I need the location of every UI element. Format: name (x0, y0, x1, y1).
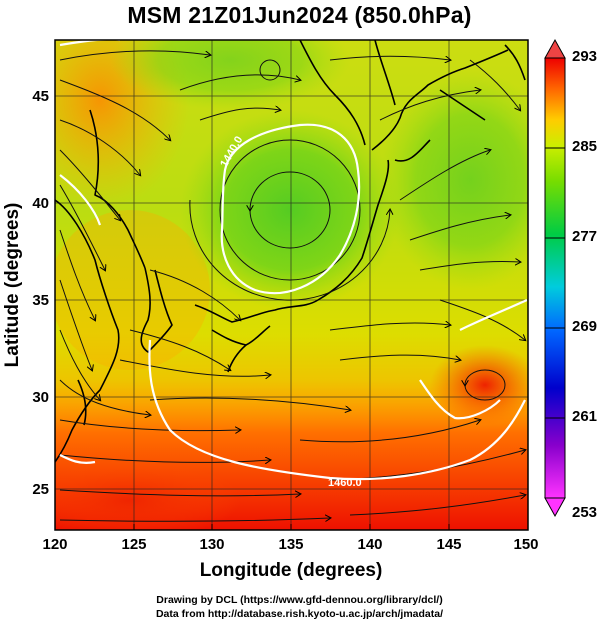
figure-title: MSM 21Z01Jun2024 (850.0hPa) (127, 2, 472, 28)
contour-label-1460: 1460.0 (328, 477, 362, 489)
y-tick-label: 35 (32, 292, 49, 309)
credit-drawing: Drawing by DCL (https://www.gfd-dennou.o… (156, 594, 443, 606)
coastlines (55, 40, 526, 463)
x-tick-label: 125 (121, 536, 146, 553)
contour-1440 (220, 123, 361, 295)
x-tick-label: 120 (42, 536, 67, 553)
contour-1440-north (59, 40, 120, 47)
colorbar-label: 261 (572, 408, 597, 425)
x-tick-marks (54, 524, 529, 530)
contour-1460-sw (59, 454, 96, 464)
x-axis-label: Longitude (degrees) (200, 560, 383, 581)
temperature-field (55, 40, 528, 530)
contour-1460 (148, 339, 526, 481)
colorbar-label: 285 (572, 138, 597, 155)
contour-1460-east (419, 379, 501, 420)
x-tick-label: 135 (278, 536, 303, 553)
y-tick-label: 30 (32, 389, 49, 406)
contour-1440-west (59, 174, 102, 226)
y-tick-label: 45 (32, 88, 49, 105)
y-tick-label: 25 (32, 481, 49, 498)
wind-streamlines (59, 50, 525, 522)
y-tick-label: 40 (32, 195, 49, 212)
x-tick-label: 145 (436, 536, 461, 553)
credit-data: Data from http://database.rish.kyoto-u.a… (155, 608, 444, 620)
colorbar-label: 269 (572, 318, 597, 335)
x-tick-label: 130 (199, 536, 224, 553)
y-axis-label: Latitude (degrees) (2, 203, 23, 368)
colorbar-label: 253 (572, 504, 597, 521)
height-contours (59, 40, 528, 481)
x-tick-label: 150 (513, 536, 538, 553)
x-tick-label: 140 (357, 536, 382, 553)
contour-1460-ne (459, 298, 528, 331)
colorbar (544, 38, 566, 518)
colorbar-label: 293 (572, 48, 597, 65)
colorbar-label: 277 (572, 228, 597, 245)
